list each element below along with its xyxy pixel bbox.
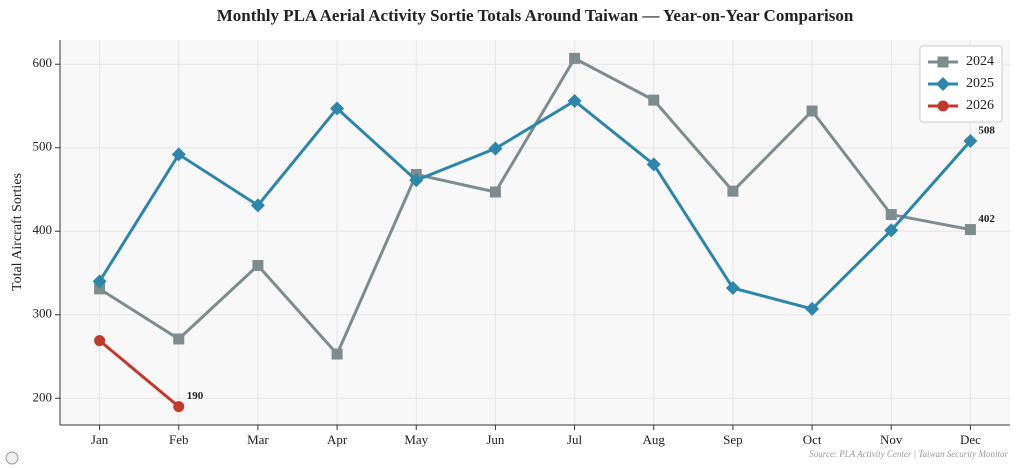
y-tick-label: 400: [33, 222, 53, 237]
marker: [567, 93, 582, 108]
x-tick-label: Aug: [643, 432, 666, 447]
plot-area: [60, 40, 1010, 425]
x-tick-label: Jul: [567, 432, 583, 447]
info-icon[interactable]: [5, 451, 19, 465]
marker: [489, 186, 501, 198]
marker: [409, 173, 424, 188]
y-tick-label: 600: [33, 55, 53, 70]
marker: [330, 101, 345, 116]
legend-label: 2025: [966, 76, 994, 91]
marker: [937, 56, 949, 68]
x-tick-label: Jan: [91, 432, 109, 447]
marker: [936, 77, 950, 91]
marker: [806, 105, 818, 117]
marker: [648, 94, 660, 106]
marker: [937, 100, 949, 112]
marker: [725, 281, 740, 296]
x-tick-label: Mar: [247, 432, 269, 447]
x-tick-label: Apr: [327, 432, 348, 447]
marker: [646, 157, 661, 172]
marker: [92, 274, 107, 289]
x-tick-label: Oct: [803, 432, 822, 447]
marker: [94, 283, 106, 295]
x-tick-label: Sep: [723, 432, 743, 447]
chart-title: Monthly PLA Aerial Activity Sortie Total…: [217, 6, 854, 25]
marker: [964, 224, 976, 236]
marker: [885, 209, 897, 221]
legend-label: 2026: [966, 98, 994, 113]
marker: [331, 348, 343, 360]
x-tick-label: Feb: [169, 432, 189, 447]
data-label: 508: [978, 125, 995, 137]
marker: [173, 401, 185, 413]
marker: [252, 259, 264, 271]
y-tick-label: 300: [33, 306, 53, 321]
marker: [884, 223, 899, 238]
marker: [94, 335, 106, 347]
x-tick-label: Dec: [960, 432, 981, 447]
marker: [727, 185, 739, 197]
y-axis-label: Total Aircraft Sorties: [10, 173, 25, 291]
source-note: Source: PLA Activity Center | Taiwan Sec…: [809, 449, 1008, 459]
legend-label: 2024: [966, 54, 994, 69]
marker: [171, 147, 186, 162]
data-label: 190: [187, 390, 204, 402]
x-tick-label: Jun: [486, 432, 505, 447]
marker: [488, 141, 503, 156]
marker: [963, 134, 978, 149]
marker: [805, 301, 820, 316]
y-tick-label: 200: [33, 389, 53, 404]
x-tick-label: Nov: [880, 432, 903, 447]
series-line: [98, 339, 180, 408]
series-line: [98, 99, 972, 311]
marker: [173, 333, 185, 345]
marker: [569, 52, 581, 64]
data-label: 402: [978, 213, 995, 225]
y-tick-label: 500: [33, 139, 53, 154]
x-tick-label: May: [404, 432, 428, 447]
marker: [250, 198, 265, 213]
